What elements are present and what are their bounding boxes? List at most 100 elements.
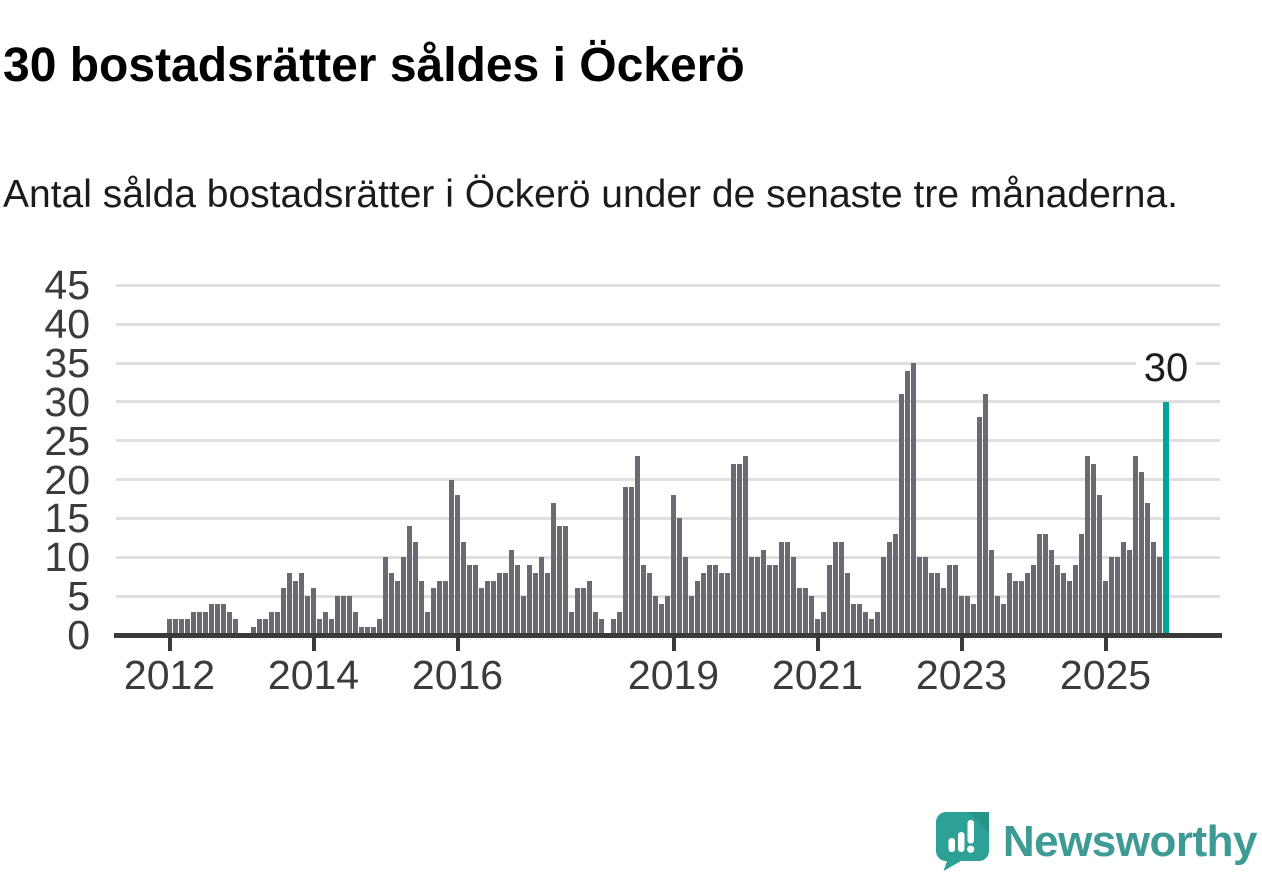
bar xyxy=(185,619,190,635)
bar xyxy=(623,487,628,635)
bar xyxy=(875,611,880,635)
bar xyxy=(281,588,286,635)
bar xyxy=(557,526,562,635)
bar xyxy=(719,572,724,635)
bar xyxy=(467,565,472,635)
bar xyxy=(725,572,730,635)
bar xyxy=(221,603,226,635)
bar xyxy=(899,394,904,635)
x-axis-line xyxy=(114,633,1222,638)
x-tick-label: 2019 xyxy=(627,652,720,698)
bar xyxy=(773,565,778,635)
bar xyxy=(653,596,658,635)
bar xyxy=(677,518,682,635)
bar xyxy=(1001,603,1006,635)
bar xyxy=(431,588,436,635)
x-axis-tick xyxy=(959,638,964,651)
bar xyxy=(965,596,970,635)
bar xyxy=(269,611,274,635)
bar xyxy=(977,417,982,635)
bar xyxy=(665,596,670,635)
bar xyxy=(293,580,298,635)
bar xyxy=(1085,456,1090,635)
bar xyxy=(761,549,766,635)
bar xyxy=(995,596,1000,635)
bar xyxy=(1007,572,1012,635)
bar xyxy=(497,572,502,635)
bar xyxy=(347,596,352,635)
bar xyxy=(569,611,574,635)
bar xyxy=(509,549,514,635)
bar xyxy=(839,541,844,635)
bar xyxy=(1091,464,1096,635)
gridline xyxy=(116,283,1220,287)
bar xyxy=(179,619,184,635)
bar xyxy=(323,611,328,635)
bar xyxy=(257,619,262,635)
y-tick-label: 25 xyxy=(44,417,90,464)
x-axis-tick xyxy=(1103,638,1108,651)
bar xyxy=(941,588,946,635)
bar xyxy=(365,627,370,635)
bar xyxy=(449,479,454,635)
bar xyxy=(1121,541,1126,635)
bar xyxy=(629,487,634,635)
bar xyxy=(611,619,616,635)
bar xyxy=(587,580,592,635)
bar xyxy=(701,572,706,635)
bar xyxy=(341,596,346,635)
bar xyxy=(785,541,790,635)
bar xyxy=(287,572,292,635)
bar xyxy=(1151,541,1156,635)
bar xyxy=(869,619,874,635)
bar xyxy=(299,572,304,635)
bar xyxy=(1127,549,1132,635)
bar xyxy=(815,619,820,635)
bar xyxy=(617,611,622,635)
bar xyxy=(911,363,916,635)
bar xyxy=(593,611,598,635)
bar xyxy=(419,580,424,635)
bar xyxy=(1013,580,1018,635)
bar xyxy=(599,619,604,635)
y-tick-label: 15 xyxy=(44,495,90,542)
bar xyxy=(791,557,796,635)
x-axis-tick xyxy=(455,638,460,651)
x-tick-label: 2023 xyxy=(915,652,1008,698)
bar xyxy=(521,596,526,635)
bar xyxy=(485,580,490,635)
bar xyxy=(527,565,532,635)
bar xyxy=(383,557,388,635)
bar xyxy=(893,534,898,635)
bar xyxy=(533,572,538,635)
x-tick-label: 2014 xyxy=(267,652,360,698)
bar xyxy=(989,549,994,635)
bar xyxy=(275,611,280,635)
gridline xyxy=(116,439,1220,443)
page-title: 30 bostadsrätter såldes i Öckerö xyxy=(3,39,745,93)
bar xyxy=(263,619,268,635)
y-tick-label: 45 xyxy=(44,262,90,309)
bar xyxy=(401,557,406,635)
x-tick-label: 2016 xyxy=(411,652,504,698)
bar xyxy=(1025,572,1030,635)
bar xyxy=(413,541,418,635)
bar xyxy=(833,541,838,635)
bar xyxy=(1019,580,1024,635)
bar xyxy=(407,526,412,635)
bar xyxy=(767,565,772,635)
bar xyxy=(929,572,934,635)
bar xyxy=(683,557,688,635)
bar xyxy=(371,627,376,635)
gridline xyxy=(116,478,1220,482)
bar xyxy=(947,565,952,635)
newsworthy-logo-text: Newsworthy xyxy=(1002,816,1258,866)
bar xyxy=(1037,534,1042,635)
bar xyxy=(1055,565,1060,635)
bar xyxy=(695,580,700,635)
bar xyxy=(1157,557,1162,635)
bar xyxy=(923,557,928,635)
bar xyxy=(197,611,202,635)
bar xyxy=(749,557,754,635)
